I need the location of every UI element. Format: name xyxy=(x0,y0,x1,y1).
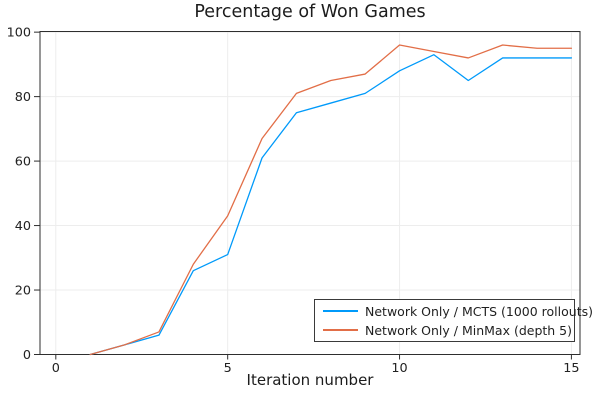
x-tick-label: 0 xyxy=(52,361,60,376)
y-tick-label: 20 xyxy=(15,284,31,299)
legend-item: Network Only / MinMax (depth 5) xyxy=(315,322,574,338)
x-axis-label: Iteration number xyxy=(246,371,374,389)
series-line-minmax xyxy=(89,44,573,356)
y-tick-label: 40 xyxy=(15,219,31,234)
y-tick-label: 0 xyxy=(23,348,31,363)
legend-label: Network Only / MCTS (1000 rollouts) xyxy=(365,303,593,319)
legend-swatch xyxy=(323,310,358,312)
chart-title: Percentage of Won Games xyxy=(194,2,426,22)
legend-swatch xyxy=(323,329,358,331)
legend-item: Network Only / MCTS (1000 rollouts) xyxy=(315,303,593,319)
x-tick-label: 10 xyxy=(391,361,407,376)
x-tick-label: 5 xyxy=(224,361,232,376)
y-tick-label: 80 xyxy=(15,90,31,105)
x-tick-label: 15 xyxy=(563,361,579,376)
legend-label: Network Only / MinMax (depth 5) xyxy=(365,322,573,338)
y-tick-label: 100 xyxy=(7,26,31,41)
plot-frame xyxy=(39,31,581,355)
legend-box: Network Only / MCTS (1000 rollouts) Netw… xyxy=(314,299,593,342)
y-tick-label: 60 xyxy=(15,155,31,170)
series-line-mcts xyxy=(89,54,573,356)
